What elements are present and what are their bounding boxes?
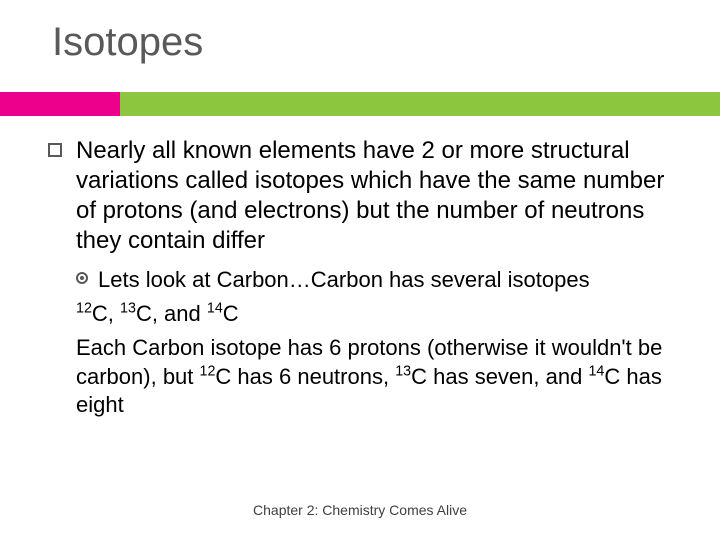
sub-bullet-row: Lets look at Carbon…Carbon has several i…	[76, 266, 688, 294]
accent-green-segment	[120, 92, 720, 116]
isotope-detail-line: Each Carbon isotope has 6 protons (other…	[76, 334, 688, 420]
accent-bar	[0, 92, 720, 116]
body-content: Nearly all known elements have 2 or more…	[48, 136, 688, 420]
isotope-list-line: 12C, 13C, and 14C	[76, 300, 688, 329]
slide-title: Isotopes	[52, 20, 203, 65]
main-bullet-row: Nearly all known elements have 2 or more…	[48, 136, 688, 256]
slide: Isotopes Nearly all known elements have …	[0, 0, 720, 540]
sub-bullet-area: Lets look at Carbon…Carbon has several i…	[76, 266, 688, 420]
main-bullet-text: Nearly all known elements have 2 or more…	[76, 136, 688, 256]
sub-bullet-text: Lets look at Carbon…Carbon has several i…	[98, 266, 590, 294]
accent-pink-segment	[0, 92, 120, 116]
dot-bullet-icon	[76, 272, 88, 284]
slide-footer: Chapter 2: Chemistry Comes Alive	[0, 502, 720, 518]
square-bullet-icon	[48, 143, 62, 157]
